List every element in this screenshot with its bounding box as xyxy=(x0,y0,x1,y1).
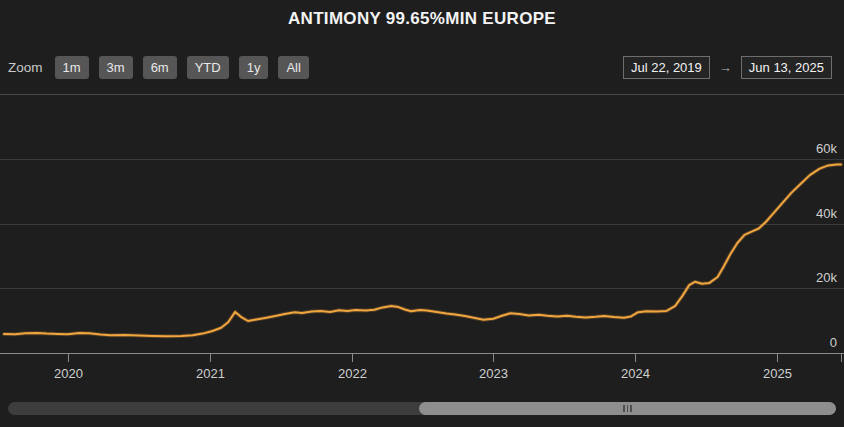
x-axis-label: 2022 xyxy=(338,366,367,381)
y-axis-label: 0 xyxy=(830,335,837,350)
x-axis-label: 2020 xyxy=(54,366,83,381)
scrollbar-grip-icon xyxy=(630,405,632,412)
price-line xyxy=(4,164,841,336)
chart-scrollbar-thumb[interactable] xyxy=(419,402,836,415)
x-axis-label: 2024 xyxy=(621,366,650,381)
scrollbar-grip-icon xyxy=(627,405,629,412)
x-axis-label: 2025 xyxy=(763,366,792,381)
x-axis-label: 2023 xyxy=(479,366,508,381)
chart-plot-area[interactable]: 0 20k 40k 60k 2020 2021 2022 2023 2024 2025 xyxy=(0,0,844,427)
scrollbar-grip-icon xyxy=(623,405,625,412)
y-axis-label: 60k xyxy=(816,141,837,156)
y-axis-label: 40k xyxy=(816,206,837,221)
y-axis-label: 20k xyxy=(816,270,837,285)
chart-scrollbar-track[interactable] xyxy=(8,402,836,415)
x-axis-label: 2021 xyxy=(196,366,225,381)
